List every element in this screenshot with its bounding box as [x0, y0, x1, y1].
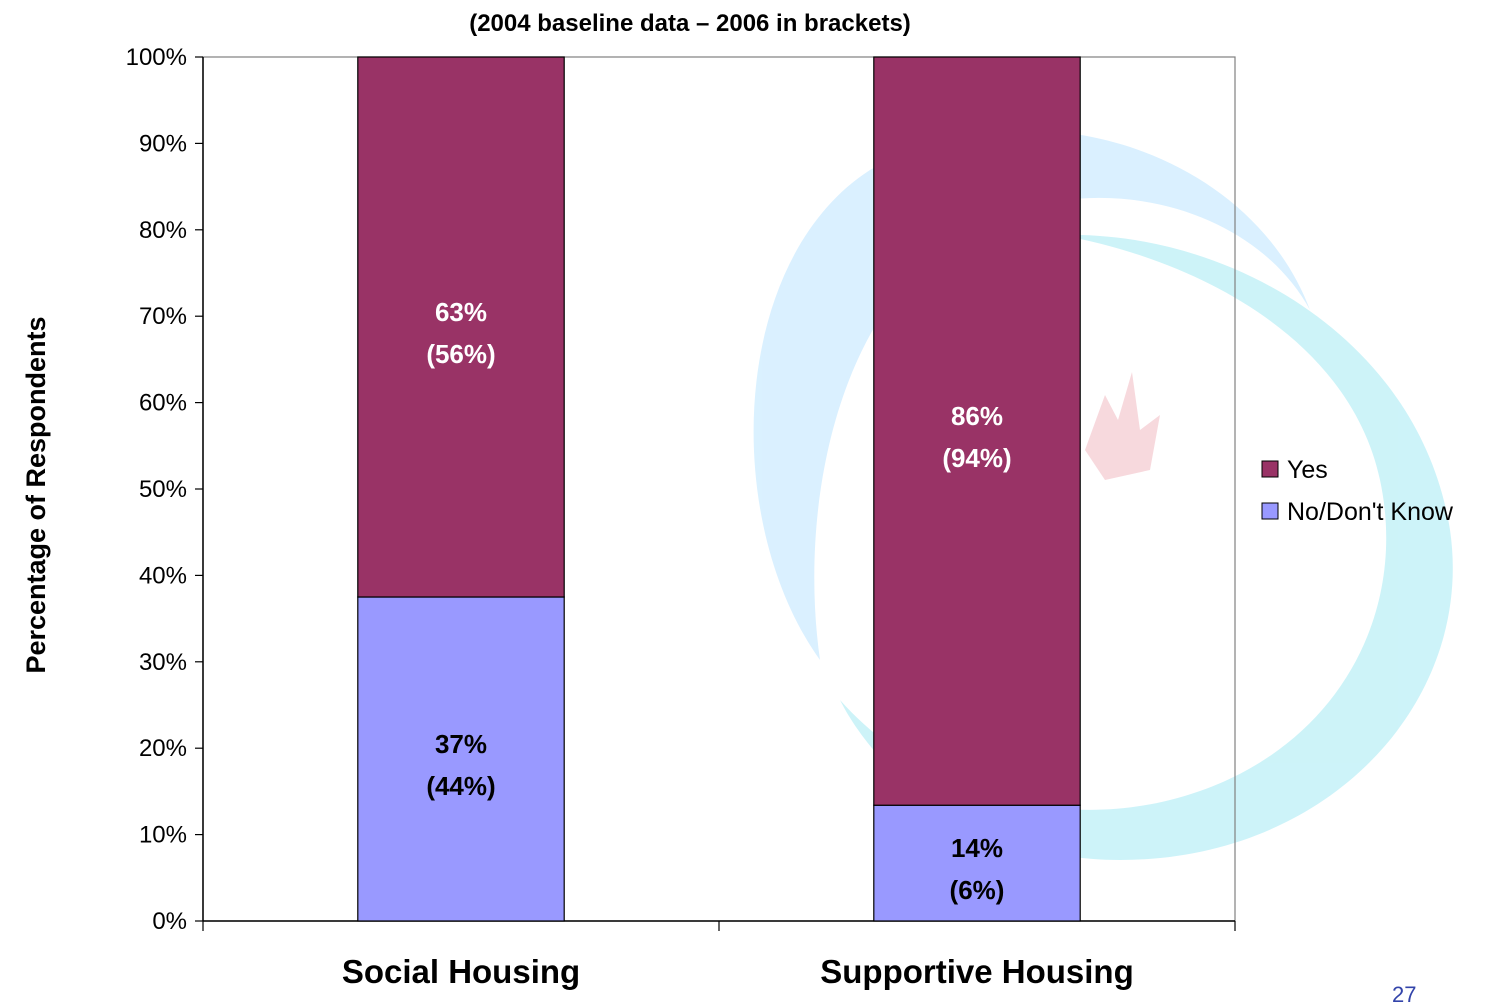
- bar-segment: [873, 56, 1081, 806]
- watermark-logo: [753, 130, 1453, 860]
- bar-labels: 37% (44%) 63% (56%) 14% (6%) 86% (94%): [426, 297, 1011, 905]
- bar-segment: [357, 56, 565, 598]
- page-number: 27: [1392, 982, 1417, 1007]
- y-axis: 0% 10% 20% 30% 40% 50% 60% 70% 80% 90% 100%: [126, 44, 204, 935]
- bars: [357, 56, 1081, 922]
- legend-swatch: [1261, 460, 1279, 478]
- y-tick-label: 70%: [139, 303, 187, 330]
- x-category-label: Social Housing: [342, 953, 580, 990]
- y-tick-label: 80%: [139, 217, 187, 244]
- y-axis-title: Percentage of Respondents: [21, 316, 51, 673]
- data-label-2006: (56%): [426, 339, 495, 369]
- y-tick-label: 0%: [152, 908, 187, 935]
- data-label: 14%: [951, 833, 1003, 863]
- y-tick-label: 20%: [139, 735, 187, 762]
- y-tick-label: 30%: [139, 649, 187, 676]
- y-tick-label: 100%: [126, 44, 187, 71]
- y-tick-label: 10%: [139, 822, 187, 849]
- y-tick-label: 60%: [139, 390, 187, 417]
- bar-segment: [357, 596, 565, 922]
- data-label-2006: (6%): [950, 875, 1005, 905]
- y-tick-label: 90%: [139, 130, 187, 157]
- bar-segment: [873, 804, 1081, 922]
- data-label: 86%: [951, 401, 1003, 431]
- y-tick-label: 40%: [139, 562, 187, 589]
- chart-subtitle: (2004 baseline data – 2006 in brackets): [469, 10, 911, 37]
- data-label-2006: (44%): [426, 771, 495, 801]
- legend-label: Yes: [1287, 456, 1328, 484]
- data-label-2006: (94%): [942, 443, 1011, 473]
- y-tick-label: 50%: [139, 476, 187, 503]
- legend-label: No/Don't Know: [1287, 498, 1454, 526]
- data-label: 63%: [435, 297, 487, 327]
- x-axis: Social Housing Supportive Housing: [202, 920, 1236, 990]
- data-label: 37%: [435, 729, 487, 759]
- legend-swatch: [1261, 502, 1279, 520]
- x-category-label: Supportive Housing: [820, 953, 1134, 990]
- legend: Yes No/Don't Know: [1261, 456, 1454, 526]
